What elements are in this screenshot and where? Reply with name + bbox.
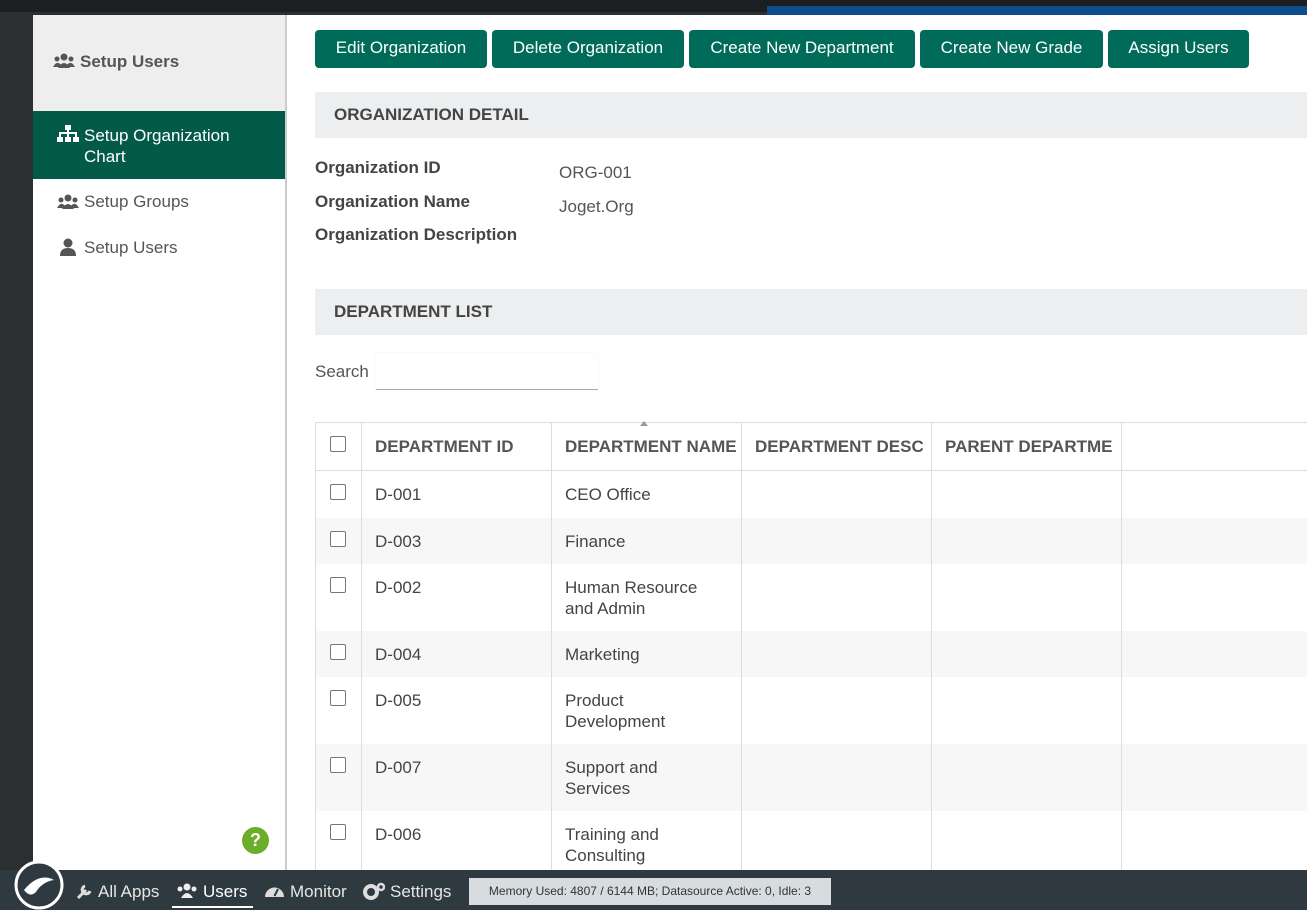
users-icon <box>53 53 75 68</box>
table-cell: Support and Services <box>565 758 658 798</box>
footer-nav[interactable]: Monitor <box>290 882 347 901</box>
table-row <box>316 677 1307 744</box>
groups-icon <box>57 194 79 209</box>
field-value: Joget.Org <box>559 197 634 216</box>
column-header: DEPARTMENT DESC <box>755 437 924 456</box>
field-value: ORG-001 <box>559 163 632 182</box>
checkbox[interactable] <box>330 757 346 773</box>
table-cell: D-003 <box>375 532 422 551</box>
column-header: DEPARTMENT NAME <box>565 437 737 456</box>
table-row <box>316 564 1307 631</box>
table-cell: D-002 <box>375 578 422 597</box>
sort-indicator <box>640 421 648 426</box>
footer-nav-active[interactable]: Users <box>203 882 248 901</box>
checkbox[interactable] <box>330 644 346 660</box>
table-cell: D-007 <box>375 758 422 777</box>
column-divider <box>551 423 552 870</box>
table-cell: Training and Consulting <box>565 825 659 865</box>
main-content: Edit Organization Delete Organization Cr… <box>287 15 1307 870</box>
checkbox[interactable] <box>330 577 346 593</box>
table-cell: Human Resource and Admin <box>565 578 698 618</box>
table-cell: CEO Office <box>565 485 651 504</box>
footer-bar: All Apps Users Monitor Settings Memory U… <box>0 860 1307 910</box>
table-row <box>316 518 1307 564</box>
footer-nav[interactable]: All Apps <box>98 882 160 901</box>
field-label: Organization Description <box>315 225 518 244</box>
top-strip-accent <box>767 6 1307 15</box>
column-header: DEPARTMENT ID <box>375 437 514 456</box>
search-input[interactable] <box>376 353 598 390</box>
table-header <box>316 423 1307 471</box>
help-button[interactable]: ? <box>242 827 269 854</box>
checkbox[interactable] <box>330 436 346 452</box>
logo[interactable] <box>14 860 64 910</box>
field-label: Organization ID <box>315 158 441 177</box>
sidebar-title: Setup Users <box>80 52 180 71</box>
checkbox[interactable] <box>330 690 346 706</box>
table-cell: D-006 <box>375 825 422 844</box>
search-label: Search <box>315 362 369 381</box>
column-divider <box>1121 423 1122 870</box>
section-header: DEPARTMENT LIST <box>315 289 1307 335</box>
column-divider <box>361 423 362 870</box>
status-box: Memory Used: 4807 / 6144 MB; Datasource … <box>469 878 831 905</box>
org-icon <box>57 125 79 142</box>
gauge-icon <box>265 887 284 897</box>
nav-label: Setup Organization Chart <box>84 126 230 166</box>
button[interactable]: Create New Grade <box>920 30 1103 68</box>
table-row <box>316 744 1307 811</box>
field-label: Organization Name <box>315 192 470 211</box>
cogs-icon <box>363 882 385 900</box>
button[interactable]: Edit Organization <box>315 30 487 68</box>
button[interactable]: Assign Users <box>1108 30 1249 68</box>
sidebar: Setup Users Setup Organization Chart Set… <box>33 15 287 870</box>
button[interactable]: Delete Organization <box>492 30 684 68</box>
section-header: ORGANIZATION DETAIL <box>315 92 1307 138</box>
table-row <box>316 811 1307 870</box>
section-title: ORGANIZATION DETAIL <box>334 105 529 124</box>
column-header: PARENT DEPARTME <box>945 437 1113 456</box>
checkbox[interactable] <box>330 824 346 840</box>
nav-item-active[interactable]: Setup Organization Chart <box>33 111 285 179</box>
users-icon <box>177 883 197 898</box>
column-divider <box>931 423 932 870</box>
checkbox[interactable] <box>330 531 346 547</box>
table-cell: Finance <box>565 532 626 551</box>
checkbox[interactable] <box>330 484 346 500</box>
wrench-icon <box>76 884 92 900</box>
nav-label: Setup Groups <box>84 192 189 211</box>
table-row <box>316 631 1307 677</box>
button[interactable]: Create New Department <box>689 30 915 68</box>
sidebar-header: Setup Users <box>33 15 285 111</box>
column-divider <box>741 423 742 870</box>
footer-nav[interactable]: Settings <box>390 882 452 901</box>
table-cell: D-001 <box>375 485 422 504</box>
table-cell: Marketing <box>565 645 640 664</box>
active-underline <box>172 906 253 908</box>
department-table: DEPARTMENT ID DEPARTMENT NAME DEPARTMENT D… <box>315 421 1307 870</box>
table-cell: Product Development <box>565 691 666 731</box>
section-title: DEPARTMENT LIST <box>334 302 493 321</box>
table-cell: D-004 <box>375 645 422 664</box>
nav-label: Setup Users <box>84 238 178 257</box>
table-row <box>316 471 1307 518</box>
table-cell: D-005 <box>375 691 422 710</box>
user-icon <box>60 238 76 256</box>
